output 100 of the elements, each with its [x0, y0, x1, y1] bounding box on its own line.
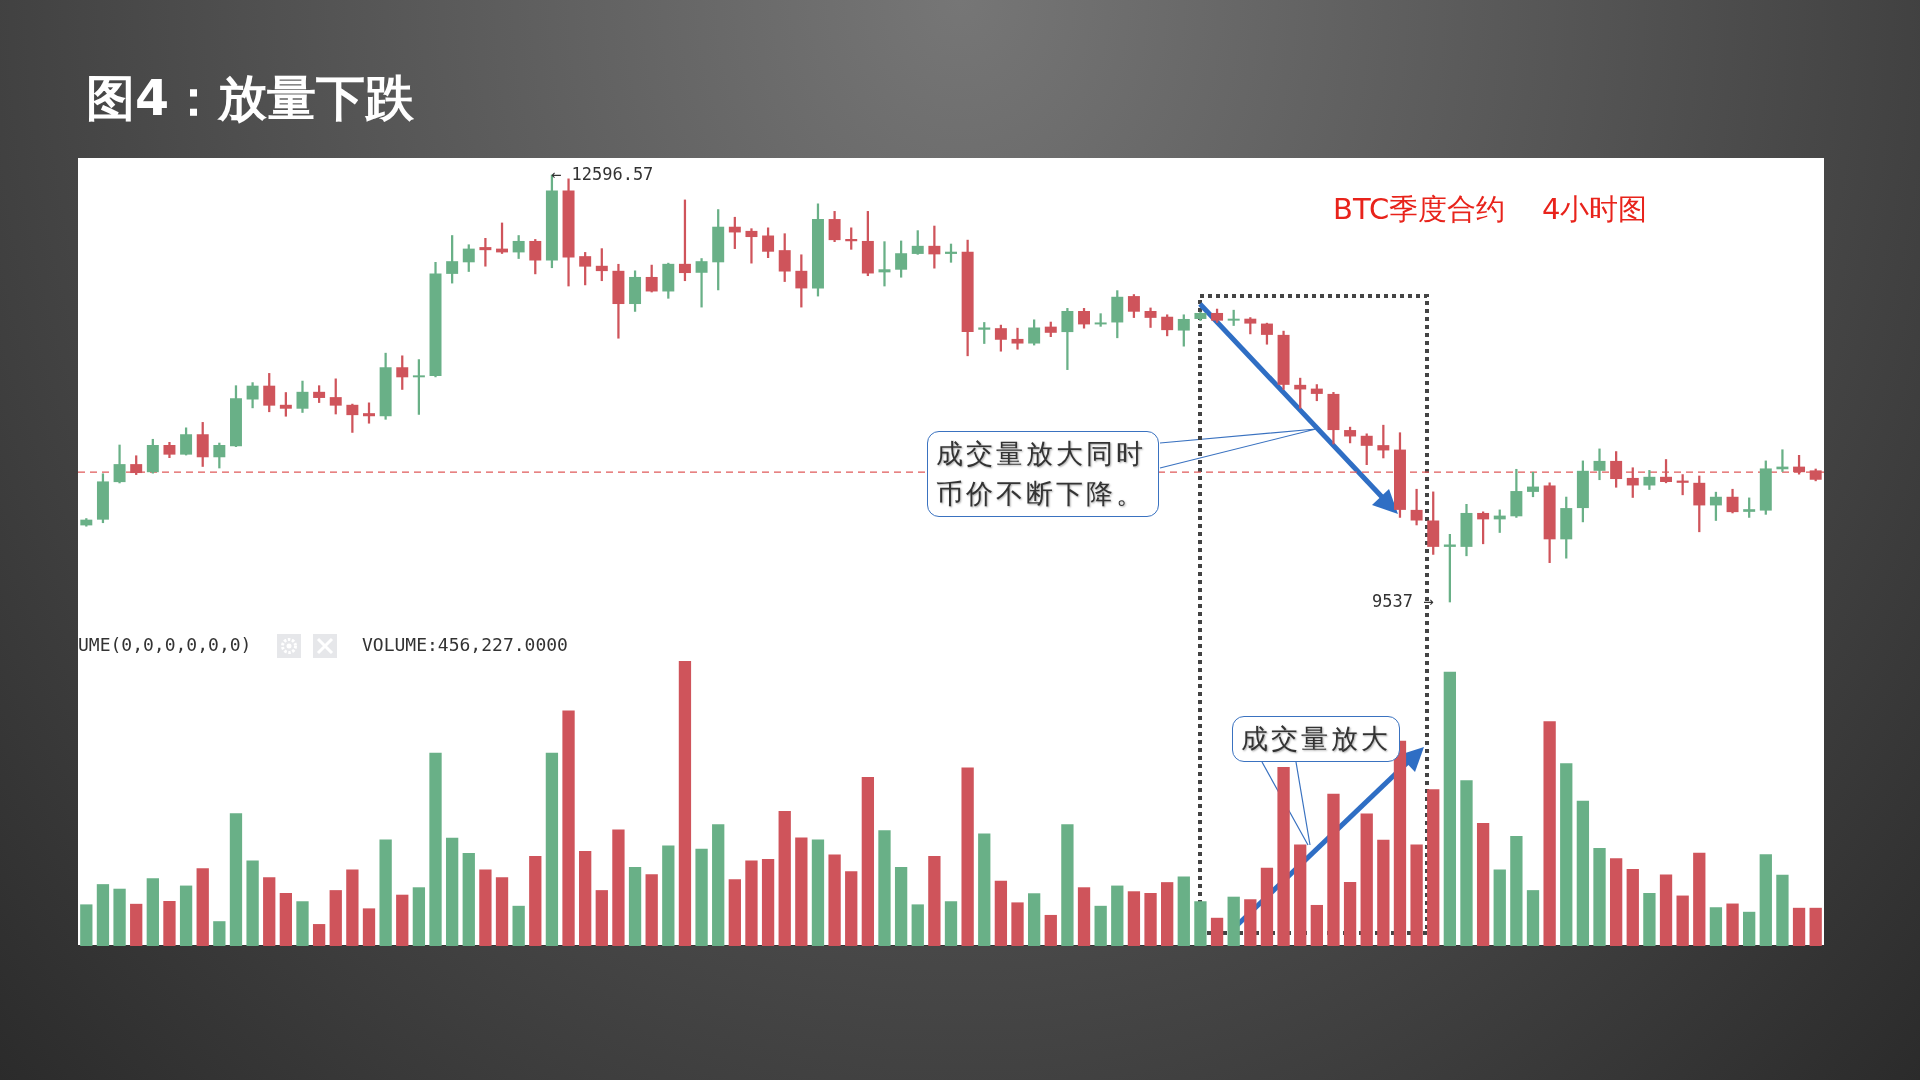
bar	[80, 904, 93, 946]
bar	[229, 813, 243, 946]
bar	[878, 830, 891, 946]
bar	[312, 924, 326, 946]
bar	[1427, 789, 1440, 946]
annotation: 9537 →	[1372, 591, 1434, 611]
bar	[861, 777, 875, 946]
bar	[1044, 914, 1057, 946]
candlestick	[1011, 327, 1024, 350]
bar	[1094, 905, 1107, 946]
candlestick	[928, 225, 941, 269]
bar	[130, 903, 143, 946]
bar	[412, 887, 426, 946]
bar	[163, 900, 176, 946]
bar	[96, 884, 110, 946]
annotation: 成交量放大	[1232, 716, 1400, 762]
bar	[1709, 907, 1723, 946]
chart-title: 图4：放量下跌	[86, 69, 415, 129]
bar	[712, 824, 725, 946]
bar	[1526, 890, 1540, 946]
candlestick	[479, 237, 492, 267]
bar	[1210, 917, 1224, 946]
bar	[1360, 813, 1373, 946]
bar	[1294, 844, 1307, 946]
bar	[1260, 867, 1274, 946]
bar	[213, 921, 226, 946]
bar	[1111, 885, 1124, 946]
text: VOLUME:456,227.0000	[362, 634, 568, 655]
bar	[1377, 839, 1390, 946]
bar	[628, 867, 642, 946]
text: UME(0,0,0,0,0,0)	[78, 634, 252, 655]
bar	[761, 859, 775, 946]
bar	[1609, 858, 1623, 946]
bar	[1011, 902, 1024, 946]
bar	[1493, 869, 1506, 946]
bar	[1127, 891, 1141, 946]
bar	[1726, 903, 1739, 946]
bar	[1410, 844, 1423, 946]
bar	[911, 904, 924, 946]
bar	[479, 869, 492, 946]
bar	[745, 860, 758, 946]
bar	[1659, 874, 1673, 946]
annotation: BTC季度合约 4小时图	[1333, 191, 1648, 228]
bar	[695, 848, 708, 946]
bar	[1743, 911, 1756, 946]
bar	[662, 845, 675, 946]
bar	[811, 839, 825, 946]
bar	[379, 839, 392, 946]
bar	[279, 892, 293, 946]
bar	[944, 901, 958, 946]
bar	[1443, 671, 1457, 946]
bar	[795, 837, 808, 946]
bar	[978, 833, 991, 946]
bar	[778, 810, 791, 946]
bar	[961, 767, 974, 946]
bar	[246, 860, 259, 946]
bar	[562, 710, 575, 946]
bar	[1792, 907, 1806, 946]
bar	[1277, 767, 1290, 946]
bar	[1676, 895, 1689, 946]
bar	[595, 890, 608, 946]
bar	[545, 752, 559, 946]
bar	[1576, 800, 1590, 946]
bar	[113, 888, 126, 946]
bar	[1227, 896, 1240, 946]
bar	[1177, 876, 1190, 946]
candlestick	[695, 258, 708, 308]
bar	[845, 871, 858, 946]
bar	[1593, 847, 1606, 946]
bar	[179, 885, 193, 946]
bar	[396, 894, 409, 946]
bar	[728, 879, 741, 946]
bar	[645, 874, 658, 946]
bar	[1510, 835, 1523, 946]
bar	[678, 661, 692, 946]
bar	[1327, 793, 1340, 946]
bar	[612, 829, 625, 946]
bar	[362, 908, 376, 946]
bar	[196, 868, 209, 946]
bar	[263, 877, 276, 946]
bar	[1643, 892, 1656, 946]
candlestick	[745, 228, 758, 264]
bar	[1061, 824, 1074, 946]
bar	[512, 905, 525, 946]
bar	[1077, 887, 1091, 946]
bar	[1161, 882, 1174, 946]
bar	[1560, 763, 1573, 946]
annotation: ← 12596.57	[551, 164, 654, 184]
bar	[1144, 892, 1157, 946]
bar	[1543, 721, 1556, 946]
bar	[1776, 874, 1789, 946]
bar	[146, 878, 159, 946]
candlestick	[878, 241, 891, 287]
bar	[1809, 907, 1822, 946]
bar	[1759, 854, 1772, 946]
bar	[329, 890, 342, 946]
bar	[1343, 881, 1357, 946]
bar	[529, 855, 542, 946]
bar	[928, 855, 941, 946]
annotation: 成交量放大同时币价不断下降。	[927, 431, 1159, 517]
